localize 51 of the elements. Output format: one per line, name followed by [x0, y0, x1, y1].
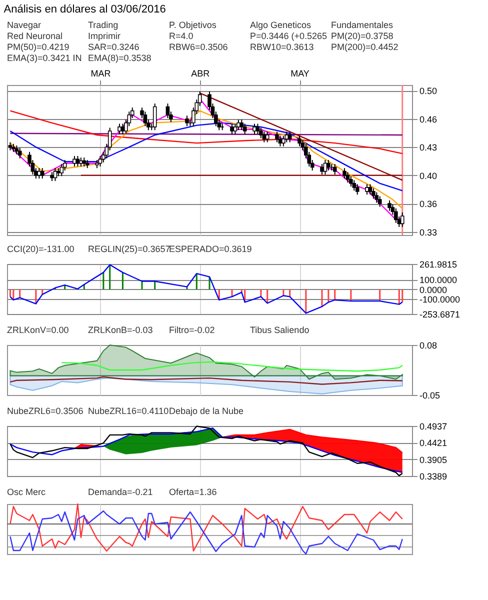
text: Oferta=1.36	[169, 487, 217, 497]
text: RBW6=0.3506	[169, 42, 228, 52]
text: NubeZRL6=0.3506	[7, 406, 84, 416]
y-tick-label: 0.46	[420, 114, 438, 124]
y-tick-label: -0.05	[420, 390, 440, 400]
y-tick-label: 0.4937	[420, 422, 448, 432]
text: EMA(3)=0.3421 IN	[7, 53, 82, 63]
x-tick-label: MAR	[90, 68, 112, 78]
text: Filtro=-0.02	[169, 325, 215, 335]
text: Osc Merc	[7, 487, 46, 497]
text: P. Objetivos	[169, 20, 217, 30]
text: R=4.0	[169, 31, 194, 41]
y-tick-label: -100.0000	[420, 294, 460, 305]
y-tick-label: 0.50	[420, 86, 438, 96]
y-tick-label: 100.0000	[420, 275, 458, 286]
text: NubeZRL16=0.4110	[88, 406, 169, 416]
y-tick-label: 0.3389	[420, 472, 448, 482]
y-tick-label: 0.36	[420, 199, 438, 210]
text: Algo Geneticos	[250, 20, 312, 30]
text: Demanda=-0.21	[88, 487, 153, 497]
x-tick-label: MAY	[290, 68, 310, 78]
y-tick-label: 0.40	[420, 170, 438, 181]
text: ZRLKonB=-0.03	[88, 325, 153, 335]
text: Navegar	[7, 20, 42, 30]
y-tick-label: 0.0000	[420, 284, 448, 295]
text: Tibus Saliendo	[250, 325, 310, 335]
text: PM(200)=0.4452	[331, 42, 398, 52]
text: PM(50)=0.4219	[7, 42, 70, 52]
y-tick-label: 0.3905	[420, 454, 448, 465]
text: REGLIN(25)=0.3657	[88, 244, 170, 254]
y-tick-label: 0.08	[420, 340, 438, 350]
text: Imprimir	[88, 31, 120, 41]
text: Red Neuronal	[7, 31, 63, 41]
y-tick-label: 0.33	[420, 227, 438, 238]
text: ZRLKonV=0.00	[7, 325, 69, 335]
y-tick-label: 261.9815	[420, 260, 458, 270]
text: CCI(20)=-131.00	[7, 244, 74, 254]
text: EMA(8)=0.3538	[88, 53, 152, 63]
text: P=0.3446 (+0.5265	[250, 31, 328, 41]
text: SAR=0.3246	[88, 42, 140, 52]
y-tick-label: 0.4421	[420, 438, 448, 448]
text: ESPERADO=0.3619	[169, 244, 252, 254]
y-tick-label: -253.6871	[420, 310, 460, 320]
chart-title: Análisis en dólares al 03/06/2016	[4, 4, 166, 16]
text: RBW10=0.3613	[250, 42, 314, 52]
x-tick-label: ABR	[191, 68, 210, 78]
text: Trading	[88, 20, 118, 30]
text: Fundamentales	[331, 20, 394, 30]
text: PM(20)=0.3758	[331, 31, 394, 41]
text: Debajo de la Nube	[169, 406, 244, 416]
y-tick-label: 0.43	[420, 142, 438, 153]
